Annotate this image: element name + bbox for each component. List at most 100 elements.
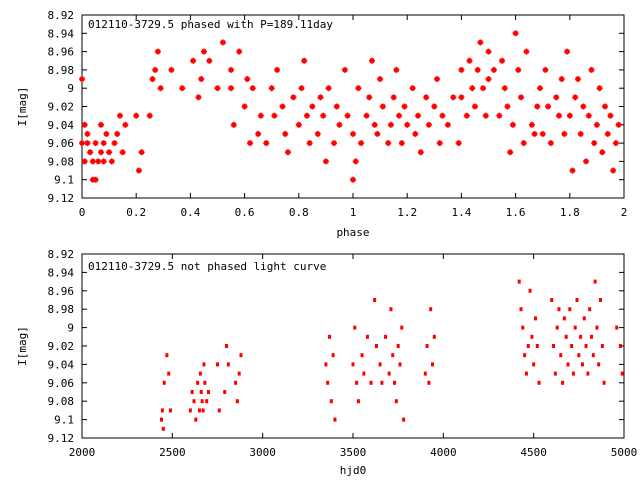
data-point <box>520 140 527 147</box>
data-point <box>92 140 99 147</box>
data-point <box>284 149 291 156</box>
data-point <box>168 66 175 73</box>
y-tick-label: 9.08 <box>48 155 75 168</box>
chart-title: 012110-3729.5 phased with P=189.11day <box>88 18 333 31</box>
data-point <box>241 103 248 110</box>
data-point <box>197 408 201 413</box>
data-point <box>179 85 186 92</box>
y-tick-label: 9.04 <box>48 358 75 371</box>
data-point <box>515 66 522 73</box>
data-point <box>396 344 400 348</box>
data-point <box>531 130 538 137</box>
data-points <box>79 30 622 183</box>
data-point <box>604 130 611 137</box>
y-tick-label: 9.06 <box>48 377 75 390</box>
data-point <box>469 85 476 92</box>
data-point <box>157 85 164 92</box>
data-point <box>336 121 343 128</box>
y-axis-ticks: 8.92 8.94 8.96 8.98 9 9.02 9.04 9.06 9.08 9.1 9.12 <box>48 9 624 205</box>
data-point <box>108 158 115 165</box>
data-point <box>200 399 204 404</box>
data-point <box>84 140 91 147</box>
data-point <box>620 371 624 376</box>
data-point <box>535 344 539 348</box>
data-point <box>87 149 94 156</box>
data-point <box>602 380 606 385</box>
data-point <box>566 112 573 119</box>
data-point <box>499 57 506 64</box>
data-point <box>333 103 340 110</box>
data-point <box>331 353 335 358</box>
data-point <box>195 94 202 101</box>
y-tick-label: 9 <box>67 322 74 335</box>
data-point <box>161 426 165 431</box>
data-point <box>202 362 206 367</box>
y-axis-label: I[mag] <box>16 326 29 366</box>
data-point <box>436 140 443 147</box>
data-point <box>393 380 397 385</box>
data-point <box>81 121 88 128</box>
data-point <box>425 344 429 348</box>
data-point <box>379 103 386 110</box>
data-point <box>552 344 556 348</box>
data-point <box>557 307 561 312</box>
data-point <box>387 121 394 128</box>
data-point <box>111 140 118 147</box>
data-point <box>154 48 161 55</box>
data-point <box>458 66 465 73</box>
data-point <box>618 344 622 348</box>
data-point <box>333 417 337 422</box>
data-point <box>599 298 603 302</box>
x-tick-label: 3500 <box>340 446 367 459</box>
data-point <box>152 66 159 73</box>
data-point <box>160 408 164 413</box>
data-point <box>566 362 570 367</box>
data-point <box>369 380 373 385</box>
data-point <box>597 362 601 367</box>
data-point <box>206 57 213 64</box>
data-point <box>290 94 297 101</box>
data-point <box>572 94 579 101</box>
data-point <box>149 76 156 83</box>
data-point <box>400 325 404 330</box>
data-point <box>226 362 230 367</box>
data-point <box>103 130 110 137</box>
data-point <box>509 121 516 128</box>
data-point <box>615 121 622 128</box>
data-point <box>394 399 398 404</box>
data-point <box>466 57 473 64</box>
data-point <box>431 103 438 110</box>
data-point <box>401 103 408 110</box>
data-point <box>329 399 333 404</box>
data-point <box>579 334 583 339</box>
y-tick-label: 8.98 <box>48 64 75 77</box>
x-tick-label: 4500 <box>520 446 547 459</box>
data-point <box>230 121 237 128</box>
data-point <box>373 298 377 302</box>
data-point <box>471 103 478 110</box>
data-point <box>589 334 593 339</box>
data-point <box>591 353 595 358</box>
data-point <box>512 30 519 37</box>
data-point <box>389 307 393 312</box>
y-tick-label: 9.02 <box>48 340 75 353</box>
data-point <box>588 307 592 312</box>
x-tick-label: 2000 <box>69 446 96 459</box>
y-tick-label: 8.92 <box>48 248 75 261</box>
data-point <box>610 167 617 174</box>
data-point <box>396 112 403 119</box>
y-tick-label: 8.94 <box>48 27 75 40</box>
data-point <box>518 94 525 101</box>
y-tick-label: 8.92 <box>48 9 75 22</box>
data-point <box>350 176 356 183</box>
data-point <box>564 334 568 339</box>
data-point <box>591 140 598 147</box>
data-point <box>430 362 434 367</box>
data-point <box>521 325 525 330</box>
data-point <box>458 94 465 101</box>
data-point <box>219 39 226 46</box>
data-point <box>564 48 571 55</box>
data-point <box>106 149 113 156</box>
data-point <box>314 130 321 137</box>
